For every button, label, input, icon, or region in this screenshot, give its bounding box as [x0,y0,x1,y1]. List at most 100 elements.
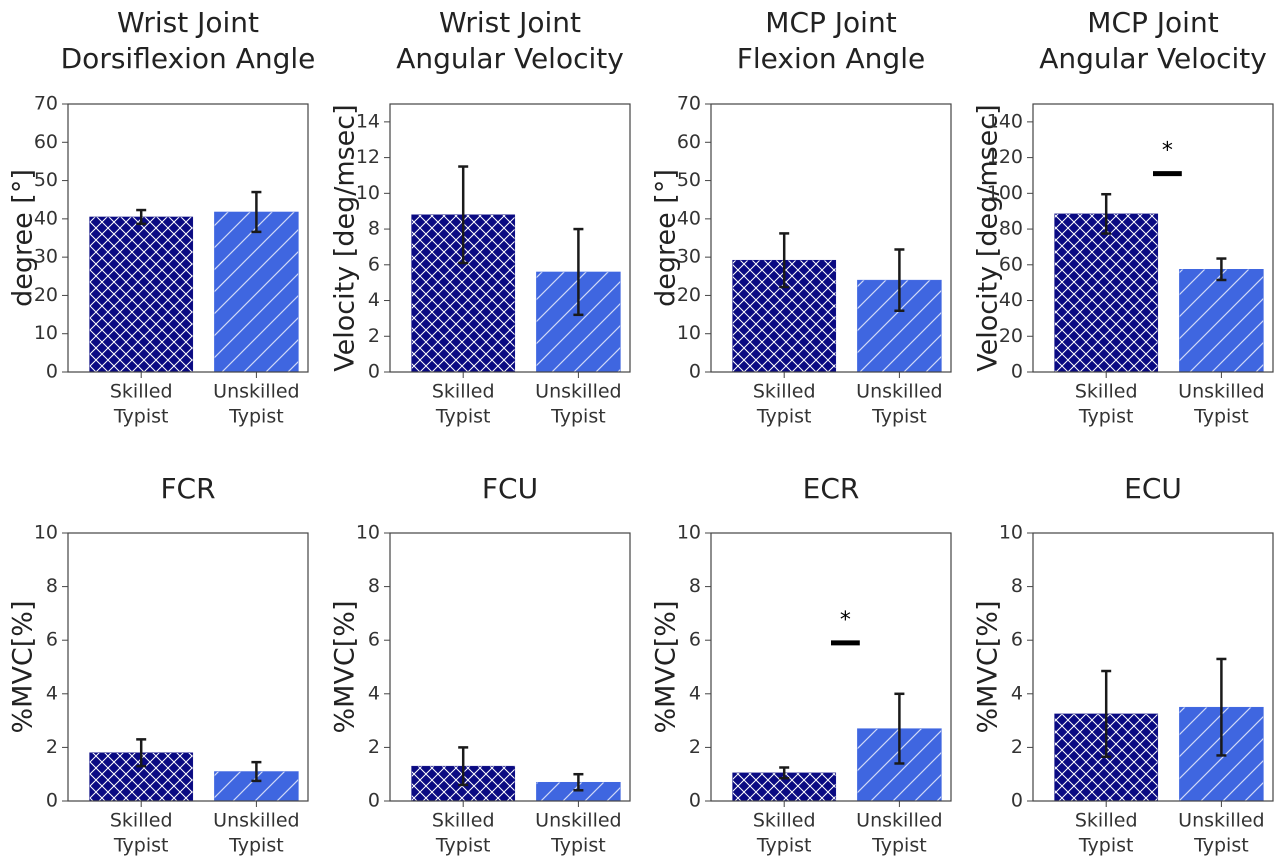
y-tick-label: 60 [677,131,701,153]
y-tick-label: 8 [46,575,58,597]
y-tick-label: 0 [368,361,380,383]
x-category-label: Skilled [110,381,173,403]
plot-frame [67,532,309,802]
x-category-label: Typist [435,835,491,857]
chart-panel-5: FCU %MVC[%] 0 2 4 6 8 10 Skilled Typist Unskilled T… [330,472,631,857]
y-tick-label: 140 [987,110,1023,132]
y-tick-label: 6 [368,253,380,275]
y-tick-label: 4 [1011,682,1023,704]
y-axis-label: %MVC[%] [8,601,39,734]
y-tick-label: 20 [999,325,1023,347]
y-tick-label: 2 [368,325,380,347]
chart-title-line: FCU [482,472,538,505]
y-tick-label: 4 [46,682,58,704]
y-tick-label: 50 [34,169,58,191]
chart-title-line: Dorsiflexion Angle [61,42,316,75]
plot-frame [710,532,952,802]
significance-star: * [1162,139,1173,164]
chart-title-line: MCP Joint [1087,6,1218,39]
x-category-label: Typist [871,835,927,857]
y-tick-label: 8 [368,218,380,240]
chart-title-line: Angular Velocity [396,42,624,75]
x-category-label: Skilled [1075,381,1138,403]
y-axis-label: %MVC[%] [651,601,682,734]
y-tick-label: 8 [368,575,380,597]
x-category-label: Skilled [110,810,173,832]
y-tick-label: 30 [34,246,58,268]
y-tick-label: 50 [677,169,701,191]
x-category-label: Unskilled [535,810,621,832]
x-category-label: Unskilled [856,810,942,832]
y-tick-label: 0 [368,790,380,812]
y-tick-label: 10 [356,522,380,544]
bar-skilled-typist [1054,213,1159,373]
x-category-label: Typist [1078,406,1134,428]
y-tick-label: 4 [368,682,380,704]
x-category-label: Unskilled [1178,810,1264,832]
y-tick-label: 10 [677,322,701,344]
y-tick-label: 6 [46,629,58,651]
bar-unskilled-typist [214,211,299,373]
y-axis-label: Velocity [deg/msec] [330,104,361,371]
plot-frame [1032,103,1274,373]
y-tick-label: 12 [356,146,380,168]
y-tick-label: 6 [689,629,701,651]
x-category-label: Skilled [432,810,495,832]
y-tick-label: 60 [34,131,58,153]
y-tick-label: 40 [34,207,58,229]
bar-skilled-typist [89,216,194,373]
y-tick-label: 0 [689,790,701,812]
plot-frame [389,532,631,802]
y-tick-label: 0 [689,361,701,383]
y-tick-label: 40 [677,207,701,229]
y-tick-label: 2 [368,736,380,758]
y-tick-label: 80 [999,218,1023,240]
y-tick-label: 0 [1011,361,1023,383]
chart-title-line: Angular Velocity [1039,42,1267,75]
y-tick-label: 6 [1011,629,1023,651]
x-category-label: Skilled [753,810,816,832]
x-category-label: Typist [228,835,284,857]
plot-frame [1032,532,1274,802]
chart-title-line: Wrist Joint [439,6,581,39]
x-category-label: Skilled [1075,810,1138,832]
plot-frame [710,103,952,373]
x-category-label: Unskilled [213,810,299,832]
y-tick-label: 0 [46,361,58,383]
y-tick-label: 4 [689,682,701,704]
y-tick-label: 10 [356,182,380,204]
y-tick-label: 40 [999,289,1023,311]
y-tick-label: 60 [999,253,1023,275]
x-category-label: Typist [1078,835,1134,857]
y-axis-label: degree [°] [651,169,682,307]
y-tick-label: 120 [987,146,1023,168]
y-tick-label: 10 [677,522,701,544]
y-tick-label: 70 [677,93,701,115]
chart-title-line: FCR [160,472,215,505]
x-category-label: Unskilled [535,381,621,403]
x-category-label: Typist [550,835,606,857]
y-tick-label: 2 [689,736,701,758]
x-category-label: Typist [871,406,927,428]
y-tick-label: 6 [368,629,380,651]
y-tick-label: 0 [46,790,58,812]
y-tick-label: 2 [46,736,58,758]
y-axis-label: %MVC[%] [330,601,361,734]
chart-title-line: ECU [1124,472,1182,505]
x-category-label: Unskilled [213,381,299,403]
bar-unskilled-typist [1179,269,1264,373]
x-category-label: Typist [113,406,169,428]
x-category-label: Unskilled [1178,381,1264,403]
plot-frame [389,103,631,373]
y-tick-label: 14 [356,110,380,132]
chart-title-line: MCP Joint [765,6,896,39]
chart-title-line: ECR [803,472,860,505]
x-category-label: Typist [435,406,491,428]
y-tick-label: 70 [34,93,58,115]
x-category-label: Typist [756,406,812,428]
y-tick-label: 2 [1011,736,1023,758]
